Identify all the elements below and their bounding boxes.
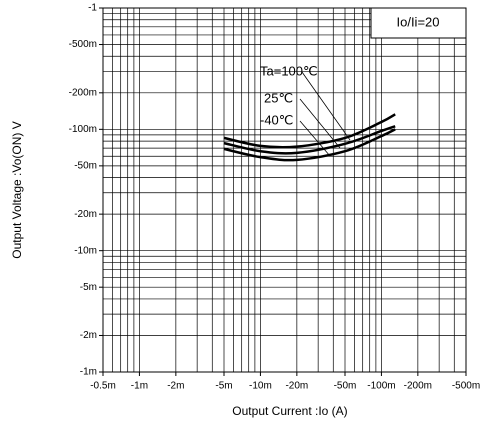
y-tick-label: -50m — [74, 160, 97, 171]
y-axis-label: Output Voltage :Vo(ON) V — [10, 121, 24, 258]
series-line — [223, 128, 396, 162]
x-tick-label: -100m — [367, 381, 395, 392]
condition-box — [370, 7, 467, 39]
plot-frame — [102, 7, 467, 373]
y-tick-label: -1m — [80, 367, 97, 378]
leader-line — [299, 120, 331, 157]
y-tick-label: -1 — [88, 3, 97, 14]
series-line — [223, 125, 396, 155]
y-tick-label: -200m — [69, 87, 97, 98]
series-label: 25℃ — [264, 90, 293, 105]
y-tick-label: -5m — [80, 282, 97, 293]
x-tick-label: -1m — [131, 381, 148, 392]
series-line — [223, 113, 396, 149]
series-label: Ta=100℃ — [260, 63, 318, 78]
y-tick-label: -20m — [74, 209, 97, 220]
x-tick-label: -5m — [215, 381, 232, 392]
leader-line — [301, 71, 351, 141]
x-tick-label: -200m — [404, 381, 432, 392]
y-tick-label: -10m — [74, 245, 97, 256]
condition: Io/Ii=20 — [396, 14, 439, 29]
x-tick-label: -10m — [249, 381, 272, 392]
grid — [102, 7, 467, 373]
series-label: -40℃ — [260, 112, 293, 127]
x-axis-label: Output Current :Io (A) — [232, 404, 347, 418]
x-tick-label: -2m — [167, 381, 184, 392]
x-tick-label: -50m — [334, 381, 357, 392]
y-tick-label: -2m — [80, 330, 97, 341]
y-tick-label: -500m — [69, 39, 97, 50]
y-tick-label: -100m — [69, 124, 97, 135]
x-tick-label: -0.5m — [90, 381, 116, 392]
x-tick-label: -20m — [285, 381, 308, 392]
x-tick-label: -500m — [452, 381, 480, 392]
